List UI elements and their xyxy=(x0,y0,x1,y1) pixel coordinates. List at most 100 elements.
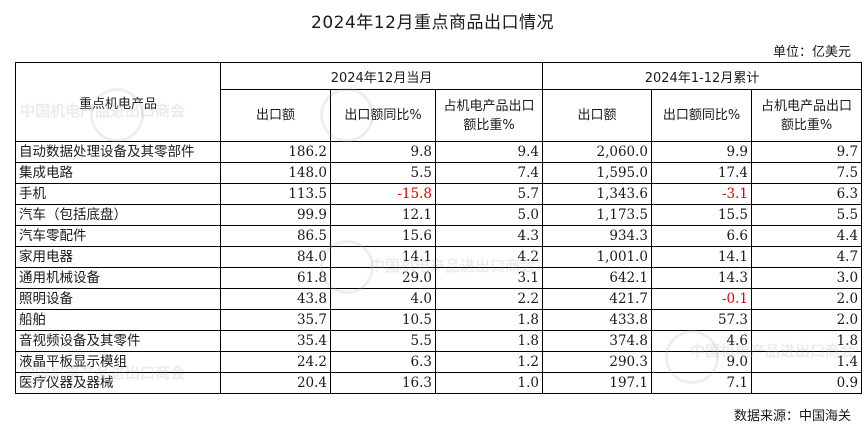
month-value-cell: 113.5 xyxy=(220,183,331,205)
ytd-share-cell: 4.7 xyxy=(751,246,863,268)
product-name-cell: 液晶平板显示模组 xyxy=(15,351,221,373)
month-yoy-cell: 12.1 xyxy=(330,204,436,226)
table-row: 汽车零配件 86.5 15.6 4.3 934.3 6.6 4.4 xyxy=(15,225,863,247)
month-yoy-cell: 10.5 xyxy=(330,309,436,331)
month-yoy-cell: 5.5 xyxy=(330,330,436,352)
month-yoy-cell: 14.1 xyxy=(330,246,436,268)
ytd-value-cell: 374.8 xyxy=(542,330,653,352)
col-header-ytd-value: 出口额 xyxy=(542,89,653,142)
month-yoy-cell: 16.3 xyxy=(330,372,436,394)
month-value-cell: 35.7 xyxy=(220,309,331,331)
ytd-share-cell: 5.5 xyxy=(751,204,863,226)
month-value-cell: 186.2 xyxy=(220,141,331,163)
month-value-cell: 20.4 xyxy=(220,372,331,394)
month-share-cell: 5.7 xyxy=(434,183,544,205)
month-value-cell: 61.8 xyxy=(220,267,331,289)
month-yoy-cell: 5.5 xyxy=(330,162,436,184)
table-row: 船舶 35.7 10.5 1.8 433.8 57.3 2.0 xyxy=(15,309,863,331)
ytd-yoy-cell: 15.5 xyxy=(651,204,753,226)
col-header-ytd-share: 占机电产品出口额比重% xyxy=(751,89,863,142)
ytd-value-cell: 1,595.0 xyxy=(542,162,653,184)
table-row: 音视频设备及其零件 35.4 5.5 1.8 374.8 4.6 1.8 xyxy=(15,330,863,352)
month-share-cell: 7.4 xyxy=(434,162,544,184)
export-table: 重点机电产品 2024年12月当月 2024年1-12月累计 出口额 出口额同比… xyxy=(15,62,863,394)
group-header-ytd: 2024年1-12月累计 xyxy=(542,62,863,90)
month-yoy-cell: 6.3 xyxy=(330,351,436,373)
month-yoy-cell: 4.0 xyxy=(330,288,436,310)
ytd-value-cell: 290.3 xyxy=(542,351,653,373)
ytd-yoy-cell: 17.4 xyxy=(651,162,753,184)
header-row-columns: 出口额 出口额同比% 占机电产品出口额比重% 出口额 出口额同比% 占机电产品出… xyxy=(16,89,863,142)
ytd-value-cell: 421.7 xyxy=(542,288,653,310)
month-value-cell: 84.0 xyxy=(220,246,331,268)
ytd-yoy-cell: 6.6 xyxy=(651,225,753,247)
month-value-cell: 24.2 xyxy=(220,351,331,373)
month-yoy-cell: 29.0 xyxy=(330,267,436,289)
month-value-cell: 86.5 xyxy=(220,225,331,247)
col-header-ytd-yoy: 出口额同比% xyxy=(651,89,753,142)
product-header: 重点机电产品 xyxy=(15,62,221,142)
ytd-value-cell: 1,343.6 xyxy=(542,183,653,205)
ytd-value-cell: 1,001.0 xyxy=(542,246,653,268)
month-share-cell: 1.2 xyxy=(434,351,544,373)
product-name-cell: 汽车零配件 xyxy=(15,225,221,247)
month-value-cell: 99.9 xyxy=(220,204,331,226)
ytd-value-cell: 197.1 xyxy=(542,372,653,394)
ytd-share-cell: 3.0 xyxy=(751,267,863,289)
ytd-share-cell: 1.4 xyxy=(751,351,863,373)
unit-label: 单位：亿美元 xyxy=(772,45,851,60)
month-share-cell: 1.8 xyxy=(434,309,544,331)
month-share-cell: 4.3 xyxy=(434,225,544,247)
ytd-share-cell: 0.9 xyxy=(751,372,863,394)
ytd-share-cell: 9.7 xyxy=(751,141,863,163)
ytd-share-cell: 6.3 xyxy=(751,183,863,205)
product-name-cell: 船舶 xyxy=(15,309,221,331)
ytd-share-cell: 4.4 xyxy=(751,225,863,247)
table-row: 自动数据处理设备及其零部件 186.2 9.8 9.4 2,060.0 9.9 9.7 xyxy=(15,141,863,163)
ytd-yoy-cell: 57.3 xyxy=(651,309,753,331)
ytd-value-cell: 433.8 xyxy=(542,309,653,331)
ytd-yoy-cell: 9.0 xyxy=(651,351,753,373)
month-yoy-cell: 9.8 xyxy=(330,141,436,163)
ytd-yoy-cell: -0.1 xyxy=(651,288,753,310)
product-name-cell: 照明设备 xyxy=(15,288,221,310)
table-row: 通用机械设备 61.8 29.0 3.1 642.1 14.3 3.0 xyxy=(15,267,863,289)
header-row-groups: 重点机电产品 2024年12月当月 2024年1-12月累计 xyxy=(15,62,863,142)
product-name-cell: 医疗仪器及器械 xyxy=(15,372,221,394)
ytd-yoy-cell: -3.1 xyxy=(651,183,753,205)
product-name-cell: 手机 xyxy=(15,183,221,205)
ytd-share-cell: 7.5 xyxy=(751,162,863,184)
table-row: 集成电路 148.0 5.5 7.4 1,595.0 17.4 7.5 xyxy=(15,162,863,184)
month-share-cell: 9.4 xyxy=(434,141,544,163)
group-header-month: 2024年12月当月 xyxy=(219,62,544,90)
month-value-cell: 148.0 xyxy=(220,162,331,184)
product-name-cell: 汽车（包括底盘） xyxy=(15,204,221,226)
month-share-cell: 4.2 xyxy=(434,246,544,268)
data-source: 数据来源：中国海关 xyxy=(733,409,851,424)
table-row: 汽车（包括底盘） 99.9 12.1 5.0 1,173.5 15.5 5.5 xyxy=(15,204,863,226)
month-share-cell: 1.8 xyxy=(434,330,544,352)
ytd-yoy-cell: 14.3 xyxy=(651,267,753,289)
table-row: 液晶平板显示模组 24.2 6.3 1.2 290.3 9.0 1.4 xyxy=(15,351,863,373)
month-yoy-cell: -15.8 xyxy=(330,183,436,205)
ytd-share-cell: 2.0 xyxy=(751,309,863,331)
col-header-month-value: 出口额 xyxy=(220,89,331,142)
month-value-cell: 43.8 xyxy=(220,288,331,310)
ytd-yoy-cell: 4.6 xyxy=(651,330,753,352)
month-value-cell: 35.4 xyxy=(220,330,331,352)
product-name-cell: 通用机械设备 xyxy=(15,267,221,289)
ytd-yoy-cell: 9.9 xyxy=(651,141,753,163)
ytd-value-cell: 2,060.0 xyxy=(542,141,653,163)
ytd-share-cell: 2.0 xyxy=(751,288,863,310)
ytd-yoy-cell: 14.1 xyxy=(651,246,753,268)
month-yoy-cell: 15.6 xyxy=(330,225,436,247)
product-name-cell: 集成电路 xyxy=(15,162,221,184)
page-title: 2024年12月重点商品出口情况 xyxy=(311,13,554,33)
table-row: 照明设备 43.8 4.0 2.2 421.7 -0.1 2.0 xyxy=(15,288,863,310)
table-row: 手机 113.5 -15.8 5.7 1,343.6 -3.1 6.3 xyxy=(15,183,863,205)
product-name-cell: 自动数据处理设备及其零部件 xyxy=(15,141,221,163)
month-share-cell: 2.2 xyxy=(434,288,544,310)
month-share-cell: 1.0 xyxy=(434,372,544,394)
table-row: 家用电器 84.0 14.1 4.2 1,001.0 14.1 4.7 xyxy=(15,246,863,268)
ytd-value-cell: 1,173.5 xyxy=(542,204,653,226)
